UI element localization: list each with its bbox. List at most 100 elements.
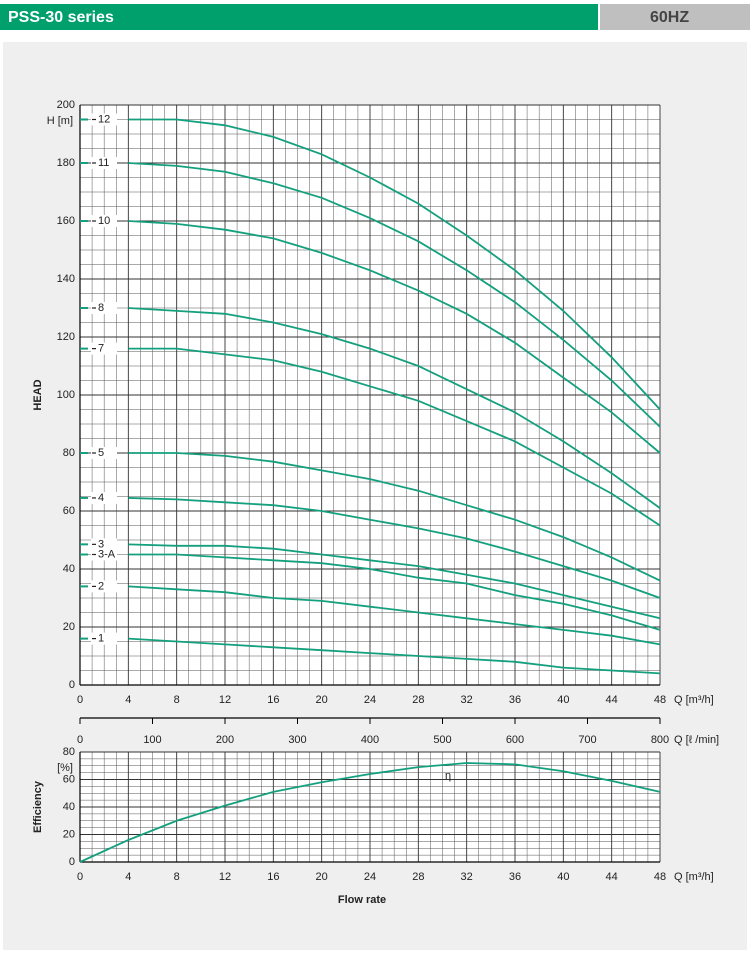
x2-tick-label: 800 bbox=[651, 734, 669, 746]
curve-label: 2 bbox=[98, 580, 104, 592]
y-tick-label: 100 bbox=[57, 389, 75, 401]
x-tick-label: 24 bbox=[364, 871, 376, 883]
x-tick-label: 44 bbox=[606, 694, 618, 706]
label-bg bbox=[91, 447, 117, 459]
y-label: Efficiency bbox=[32, 780, 44, 833]
header-tag-bar bbox=[600, 4, 750, 30]
x2-unit: Q [ℓ /min] bbox=[674, 734, 719, 746]
x-tick-label: 8 bbox=[174, 871, 180, 883]
x-tick-label: 36 bbox=[509, 871, 521, 883]
y-unit: H [m] bbox=[47, 115, 73, 127]
label-bg bbox=[91, 538, 117, 551]
curve-label: η bbox=[445, 770, 451, 782]
label-bg bbox=[91, 157, 117, 169]
y-tick-label: 200 bbox=[57, 99, 75, 111]
y-tick-label: 120 bbox=[57, 331, 75, 343]
y-label: HEAD bbox=[32, 379, 44, 410]
x-tick-label: 40 bbox=[557, 694, 569, 706]
x-tick-label: 20 bbox=[316, 871, 328, 883]
curve-label: 12 bbox=[98, 113, 110, 125]
x-tick-label: 12 bbox=[219, 871, 231, 883]
y-tick-label: 160 bbox=[57, 215, 75, 227]
curve bbox=[128, 553, 661, 631]
curve-label: 8 bbox=[98, 302, 104, 314]
x-tick-label: 12 bbox=[219, 694, 231, 706]
curve bbox=[128, 307, 661, 509]
curve bbox=[79, 762, 661, 863]
x-unit: Q [m³/h] bbox=[674, 694, 714, 706]
curve-label: 3 bbox=[98, 538, 104, 550]
x-tick-label: 28 bbox=[412, 871, 424, 883]
header-title: PSS-30 series bbox=[8, 9, 114, 26]
y-unit: [%] bbox=[57, 762, 73, 774]
x2-tick-label: 200 bbox=[216, 734, 234, 746]
header-tag: 60HZ bbox=[650, 9, 689, 26]
x-tick-label: 4 bbox=[125, 694, 131, 706]
y-tick-label: 40 bbox=[63, 801, 75, 813]
y-tick-label: 0 bbox=[69, 856, 75, 868]
x-tick-label: 28 bbox=[412, 694, 424, 706]
curve-label: 5 bbox=[98, 447, 104, 459]
x-tick-label: 0 bbox=[77, 871, 83, 883]
x-tick-label: 36 bbox=[509, 694, 521, 706]
curve bbox=[128, 637, 661, 675]
x-tick-label: 48 bbox=[654, 871, 666, 883]
y-tick-label: 60 bbox=[63, 505, 75, 517]
x-label: Flow rate bbox=[338, 894, 386, 906]
x-tick-label: 8 bbox=[174, 694, 180, 706]
x2-tick-label: 0 bbox=[77, 734, 83, 746]
y-tick-label: 60 bbox=[63, 773, 75, 785]
x2-tick-label: 700 bbox=[578, 734, 596, 746]
x-tick-label: 44 bbox=[606, 871, 618, 883]
x-unit: Q [m³/h] bbox=[674, 871, 714, 883]
curve bbox=[128, 543, 661, 620]
y-tick-label: 20 bbox=[63, 828, 75, 840]
y-tick-label: 40 bbox=[63, 563, 75, 575]
x-tick-label: 32 bbox=[461, 871, 473, 883]
x2-tick-label: 100 bbox=[143, 734, 161, 746]
curve bbox=[128, 162, 661, 428]
x-tick-label: 32 bbox=[461, 694, 473, 706]
y-tick-label: 80 bbox=[63, 746, 75, 758]
curve bbox=[128, 452, 661, 582]
x-tick-label: 20 bbox=[316, 694, 328, 706]
label-bg bbox=[91, 632, 117, 645]
x-tick-label: 0 bbox=[77, 694, 83, 706]
curve bbox=[128, 118, 661, 411]
curve-label: 1 bbox=[98, 633, 104, 645]
label-bg bbox=[91, 491, 117, 504]
curve-label: 3-A bbox=[98, 548, 116, 560]
label-bg bbox=[91, 548, 117, 561]
y-tick-label: 0 bbox=[69, 679, 75, 691]
curve bbox=[128, 497, 661, 599]
x2-tick-label: 400 bbox=[361, 734, 379, 746]
curve-label: 11 bbox=[98, 157, 109, 169]
y-tick-label: 20 bbox=[63, 621, 75, 633]
x-tick-label: 16 bbox=[267, 694, 279, 706]
x2-tick-label: 300 bbox=[288, 734, 306, 746]
curve-label: 7 bbox=[98, 343, 104, 355]
curve bbox=[128, 347, 661, 527]
x-tick-label: 40 bbox=[557, 871, 569, 883]
y-tick-label: 180 bbox=[57, 157, 75, 169]
label-bg bbox=[91, 580, 117, 593]
x-tick-label: 16 bbox=[267, 871, 279, 883]
x2-tick-label: 600 bbox=[506, 734, 524, 746]
x-tick-label: 48 bbox=[654, 694, 666, 706]
curve bbox=[128, 220, 661, 454]
x2-tick-label: 500 bbox=[433, 734, 451, 746]
x-tick-label: 24 bbox=[364, 694, 376, 706]
label-bg bbox=[91, 342, 117, 355]
label-bg bbox=[91, 302, 117, 314]
label-bg bbox=[91, 113, 117, 126]
label-bg bbox=[91, 215, 117, 227]
y-tick-label: 140 bbox=[57, 273, 75, 285]
x-tick-label: 4 bbox=[125, 871, 131, 883]
curve-label: 4 bbox=[98, 492, 104, 504]
curve bbox=[128, 585, 661, 646]
y-tick-label: 80 bbox=[63, 447, 75, 459]
header-bar bbox=[0, 4, 598, 30]
curve-label: 10 bbox=[98, 215, 110, 227]
